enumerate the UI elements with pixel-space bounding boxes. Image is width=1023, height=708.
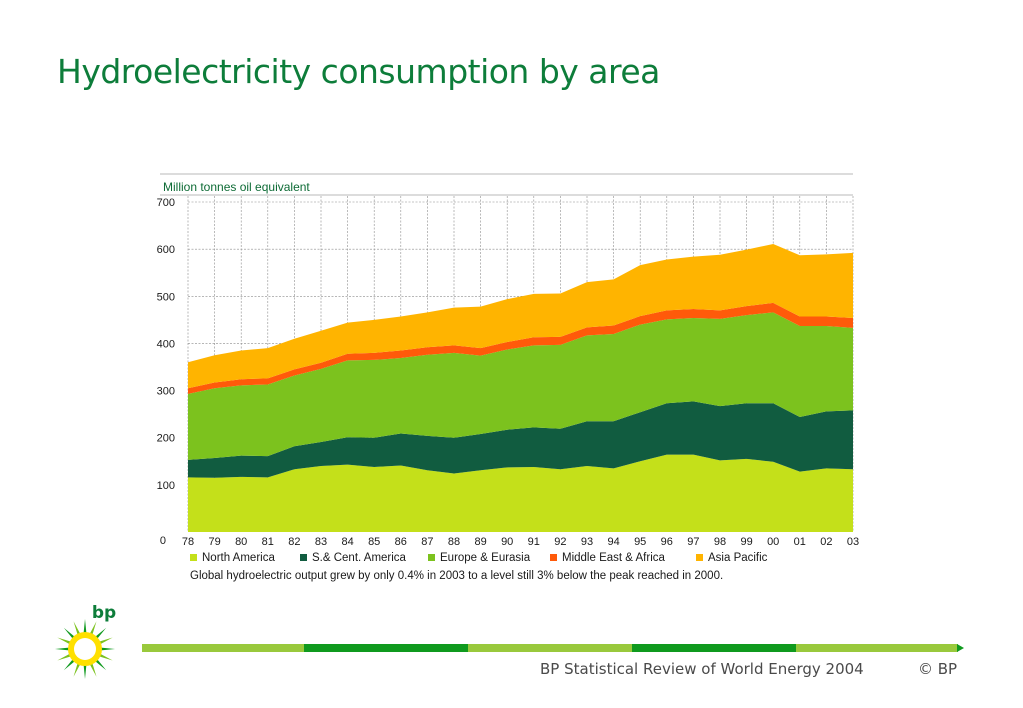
footer-copyright: © BP xyxy=(918,660,958,678)
footer-source: BP Statistical Review of World Energy 20… xyxy=(540,660,864,678)
x-tick-label: 84 xyxy=(341,536,353,548)
hydro-stacked-area-chart: Million tonnes oil equivalent 0100200300… xyxy=(157,173,859,582)
footer-bar-segment xyxy=(142,644,304,652)
y-tick-label: 600 xyxy=(157,244,175,256)
legend-label: Middle East & Africa xyxy=(562,552,666,564)
y-axis-ticks: 0 100 200 300 400 500 600 700 xyxy=(157,197,175,547)
footer-arrow-icon xyxy=(957,644,964,652)
slide-title: Hydroelectricity consumption by area xyxy=(57,52,660,91)
y-tick-label: 300 xyxy=(157,386,175,398)
legend-swatch xyxy=(550,554,557,561)
legend-swatch xyxy=(428,554,435,561)
chart-legend: North America S.& Cent. America Europe & E… xyxy=(190,552,768,564)
x-tick-label: 82 xyxy=(288,536,300,548)
x-tick-label: 93 xyxy=(581,536,593,548)
x-tick-label: 88 xyxy=(448,536,460,548)
bp-helios-logo-icon: bp xyxy=(55,603,116,679)
x-tick-label: 97 xyxy=(687,536,699,548)
area-series-s-cent-america xyxy=(188,401,853,478)
x-tick-label: 83 xyxy=(315,536,327,548)
y-axis-unit-label: Million tonnes oil equivalent xyxy=(163,180,310,194)
y-tick-label: 500 xyxy=(157,291,175,303)
area-series-north-america xyxy=(188,454,853,532)
area-series-asia-pacific xyxy=(188,243,853,389)
bp-logo-text: bp xyxy=(92,603,116,623)
x-tick-label: 00 xyxy=(767,536,779,548)
y-tick-label: 400 xyxy=(157,338,175,350)
legend-label: Asia Pacific xyxy=(708,552,768,564)
x-tick-label: 89 xyxy=(474,536,486,548)
x-tick-label: 79 xyxy=(208,536,220,548)
x-tick-label: 85 xyxy=(368,536,380,548)
legend-label: Europe & Eurasia xyxy=(440,552,531,564)
y-tick-label: 700 xyxy=(157,197,175,209)
x-tick-label: 80 xyxy=(235,536,247,548)
x-tick-label: 86 xyxy=(395,536,407,548)
footer-bar-segment xyxy=(796,644,958,652)
x-tick-label: 03 xyxy=(847,536,859,548)
x-tick-label: 96 xyxy=(661,536,673,548)
x-tick-label: 91 xyxy=(528,536,540,548)
area-series-middle-east-africa xyxy=(188,302,853,394)
x-tick-label: 95 xyxy=(634,536,646,548)
x-tick-label: 01 xyxy=(794,536,806,548)
x-tick-label: 02 xyxy=(820,536,832,548)
x-tick-label: 87 xyxy=(421,536,433,548)
area-series-europe-eurasia xyxy=(188,312,853,460)
y-tick-label: 100 xyxy=(157,480,175,492)
footer-bar-segment xyxy=(468,644,632,652)
x-tick-label: 78 xyxy=(182,536,194,548)
x-tick-label: 90 xyxy=(501,536,513,548)
footer-bar-segment xyxy=(304,644,468,652)
y-tick-label: 0 xyxy=(160,535,166,547)
chart-footnote: Global hydroelectric output grew by only… xyxy=(190,570,723,582)
legend-swatch xyxy=(300,554,307,561)
footer-bar xyxy=(142,644,964,652)
x-tick-label: 94 xyxy=(607,536,619,548)
chart-areas xyxy=(188,243,853,532)
x-axis-ticks: 78 79 80 81 82 83 84 85 86 87 88 89 90 91 92 93 94 95 96 97… xyxy=(182,536,859,548)
x-tick-label: 98 xyxy=(714,536,726,548)
legend-label: S.& Cent. America xyxy=(312,552,407,564)
x-tick-label: 81 xyxy=(262,536,274,548)
legend-swatch xyxy=(190,554,197,561)
legend-label: North America xyxy=(202,552,275,564)
footer-bar-segment xyxy=(632,644,796,652)
legend-swatch xyxy=(696,554,703,561)
y-tick-label: 200 xyxy=(157,433,175,445)
x-tick-label: 92 xyxy=(554,536,566,548)
x-tick-label: 99 xyxy=(740,536,752,548)
